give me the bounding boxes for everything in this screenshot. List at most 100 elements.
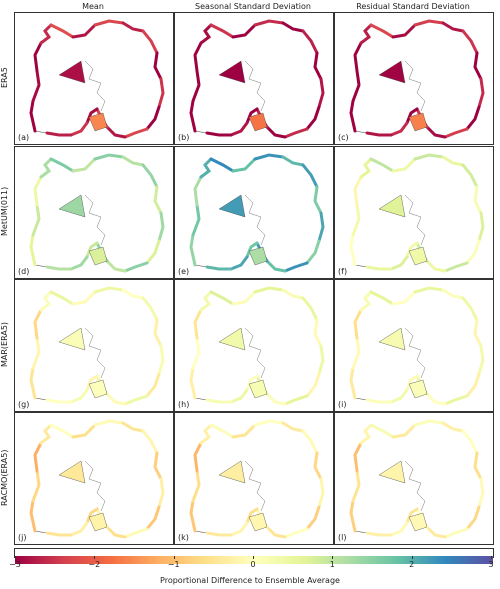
ice-shelf-segment <box>153 451 163 481</box>
ice-shelf-segment <box>71 23 97 39</box>
ice-shelf-segment <box>425 392 447 406</box>
ice-shelf-segment <box>265 259 287 273</box>
ice-shelf-segment <box>441 288 465 300</box>
ice-shelf-segment <box>145 239 161 265</box>
map-panel: (h) <box>174 279 334 412</box>
ice-shelf-segment <box>93 419 125 427</box>
ice-shelf-segment <box>105 392 127 406</box>
ice-shelf-segment <box>443 527 469 539</box>
grounding-line <box>244 327 266 379</box>
ice-shelf-segment <box>283 261 309 273</box>
ice-shelf-segment <box>231 290 257 306</box>
ice-shelf-segment <box>349 366 357 400</box>
ice-shelf-segment <box>441 421 465 433</box>
grounding-line <box>404 460 426 512</box>
ice-shelf-segment <box>405 107 419 125</box>
ice-shelf-segment <box>205 131 233 137</box>
ice-shelf-segment <box>405 241 419 259</box>
row-label-mar: MAR(ERA5) <box>0 321 9 368</box>
map-panel: (g) <box>14 279 174 412</box>
ice-shelf-segment <box>391 23 417 39</box>
ice-shelf-segment <box>157 477 165 509</box>
colorbar-tick-mark <box>15 556 16 559</box>
grounding-line <box>244 460 266 512</box>
ice-shelf-segment <box>33 175 43 207</box>
colorbar-tick-label: 0 <box>250 560 256 569</box>
ice-shelf-segment <box>369 157 395 173</box>
colorbar-tick-label: −2 <box>88 560 101 569</box>
ice-shelf-segment <box>121 155 145 167</box>
grounding-line <box>84 327 106 379</box>
ice-shelf-segment <box>205 531 233 537</box>
ice-shelf-segment <box>45 398 73 404</box>
ice-shelf-segment <box>391 157 417 173</box>
ice-shelf-segment <box>145 105 161 131</box>
panel-label: (b) <box>178 133 190 142</box>
ross-ice-shelf <box>88 112 108 132</box>
ice-shelf-segment <box>229 121 249 137</box>
ice-shelf-segment <box>253 286 285 294</box>
ice-shelf-segment <box>231 157 257 173</box>
ice-shelf-segment <box>145 372 161 398</box>
ice-shelf-segment <box>205 265 233 271</box>
ice-shelf-segment <box>141 296 159 322</box>
ice-shelf-segment <box>301 29 319 55</box>
ice-shelf-segment <box>313 318 323 348</box>
ice-shelf-segment <box>199 23 213 45</box>
ice-shelf-segment <box>473 318 483 348</box>
ice-shelf-segment <box>231 23 257 39</box>
ross-ice-shelf <box>248 379 268 399</box>
ice-shelf-segment <box>209 423 235 439</box>
ice-shelf-segment <box>465 372 481 398</box>
ice-shelf-segment <box>189 233 197 267</box>
ice-shelf-segment <box>141 163 159 189</box>
ice-shelf-segment <box>313 51 323 81</box>
ice-shelf-segment <box>391 423 417 439</box>
ice-shelf-segment <box>93 19 125 27</box>
map-panel: (b) <box>174 12 334 145</box>
panel-label: (d) <box>18 267 30 276</box>
ice-shelf-segment <box>301 429 319 455</box>
ice-shelf-segment <box>349 233 357 267</box>
ice-shelf-segment <box>123 127 149 139</box>
ice-shelf-segment <box>85 507 99 525</box>
ice-shelf-segment <box>441 155 465 167</box>
ice-shelf-segment <box>351 203 361 237</box>
ice-shelf-segment <box>351 336 361 370</box>
ice-shelf-segment <box>369 423 395 439</box>
ice-shelf-segment <box>29 499 37 533</box>
panel-label: (a) <box>18 133 30 142</box>
ross-ice-shelf <box>248 246 268 266</box>
map-panel: (d) <box>14 146 174 279</box>
ice-shelf-segment <box>189 499 197 533</box>
ice-shelf-segment <box>49 157 75 173</box>
row-label-racmo: RACMO(ERA5) <box>0 449 9 506</box>
ice-shelf-segment <box>39 23 53 45</box>
ice-shelf-segment <box>265 125 287 139</box>
ice-shelf-segment <box>145 505 161 531</box>
ice-shelf-segment <box>317 344 325 376</box>
ice-shelf-segment <box>191 69 201 103</box>
ice-shelf-segment <box>253 19 285 27</box>
ronne-filchner-ice-shelf <box>218 194 246 218</box>
map-panel: (j) <box>14 412 174 545</box>
ice-shelf-segment <box>317 477 325 509</box>
ice-shelf-segment <box>31 69 41 103</box>
ice-shelf-segment <box>193 308 203 340</box>
colorbar-tick-mark <box>253 556 254 559</box>
colorbar-tick-label: 1 <box>329 560 335 569</box>
ice-shelf-segment <box>229 255 249 271</box>
ice-shelf-segment <box>281 21 305 33</box>
ronne-filchner-ice-shelf <box>58 460 86 484</box>
colorbar-label: Proportional Difference to Ensemble Aver… <box>160 576 340 585</box>
ice-shelf-segment <box>39 423 53 445</box>
ice-shelf-segment <box>305 372 321 398</box>
ice-shelf-segment <box>389 121 409 137</box>
ice-shelf-segment <box>49 423 75 439</box>
antarctica-map <box>189 286 325 406</box>
ice-shelf-segment <box>441 21 465 33</box>
column-title-residual-sd: Residual Standard Deviation <box>356 2 470 11</box>
ice-shelf-segment <box>49 290 75 306</box>
ice-shelf-segment <box>465 239 481 265</box>
ice-shelf-segment <box>365 531 393 537</box>
